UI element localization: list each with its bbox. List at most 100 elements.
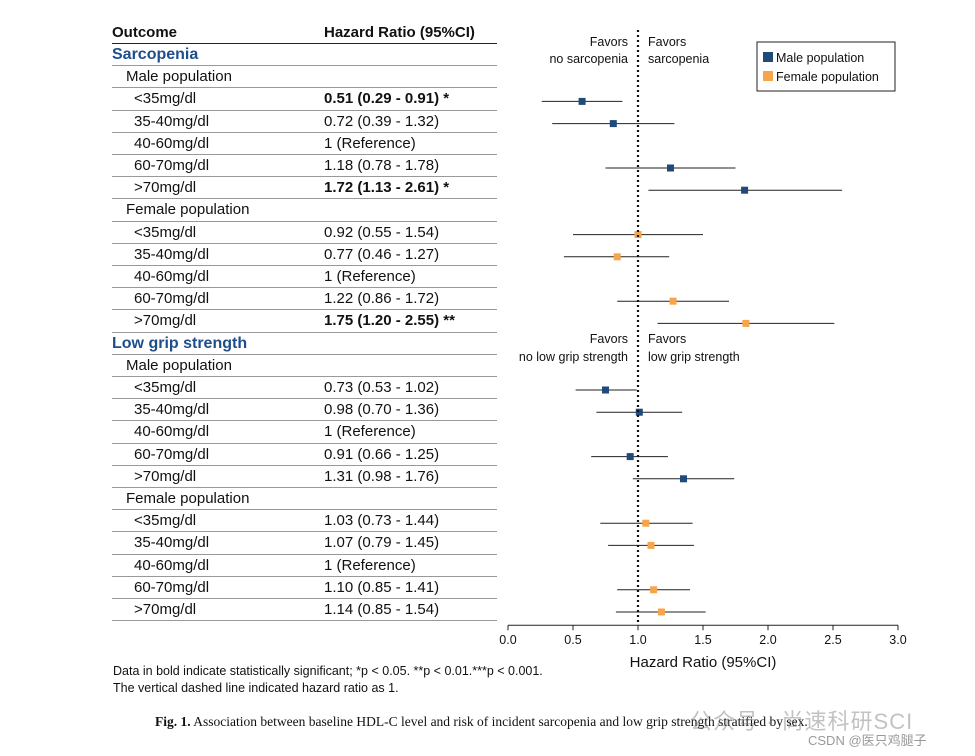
table-row: >70mg/dl 1.31 (0.98 - 1.76) — [112, 466, 497, 488]
row-divider — [112, 265, 497, 266]
row-divider — [112, 65, 497, 67]
table-row: <35mg/dl 0.51 (0.29 - 0.91) * — [112, 88, 497, 110]
point-estimate — [680, 475, 687, 483]
row-divider — [112, 442, 497, 444]
group-row: Male population — [112, 66, 497, 88]
reference-line-note: The vertical dashed line indicated hazar… — [113, 681, 399, 695]
section-row: Low grip strength — [112, 333, 497, 355]
row-divider — [112, 309, 497, 311]
group-label: Male population — [126, 356, 232, 374]
row-divider — [112, 131, 497, 133]
caption-text: Association between baseline HDL-C level… — [193, 714, 808, 729]
favors-right-line1: Favors — [648, 332, 686, 346]
row-divider — [112, 154, 497, 155]
hazard-ratio-value: 0.73 (0.53 - 1.02) — [324, 379, 440, 396]
hazard-ratio-value: 0.91 (0.66 - 1.25) — [324, 445, 440, 463]
legend-label: Male population — [776, 51, 864, 65]
level-label: <35mg/dl — [134, 512, 197, 530]
x-tick-label: 1.5 — [694, 633, 711, 647]
section-label: Low grip strength — [112, 334, 248, 352]
table-row: 35-40mg/dl 0.72 (0.39 - 1.32) — [112, 111, 497, 133]
table-row: >70mg/dl 1.72 (1.13 - 2.61) * — [112, 177, 497, 199]
row-divider — [112, 509, 497, 511]
favors-right-line2: sarcopenia — [648, 52, 709, 66]
table-header: Outcome Hazard Ratio (95%CI) — [112, 22, 497, 44]
row-divider — [112, 420, 497, 422]
hazard-ratio-value: 0.51 (0.29 - 0.91) * — [324, 90, 450, 108]
hazard-ratio-value: 1 (Reference) — [324, 134, 416, 152]
point-estimate — [650, 586, 658, 594]
hazard-ratio-value: 1.03 (0.73 - 1.44) — [324, 512, 440, 530]
hazard-ratio-value: 1.07 (0.79 - 1.45) — [324, 534, 440, 552]
table-row: 60-70mg/dl 1.18 (0.78 - 1.78) — [112, 155, 497, 177]
level-label: <35mg/dl — [134, 379, 197, 396]
point-estimate — [578, 97, 586, 105]
x-tick-label: 0.5 — [564, 633, 581, 647]
level-label: 60-70mg/dl — [134, 445, 210, 463]
point-estimate — [741, 186, 749, 194]
point-estimate — [635, 408, 643, 416]
table-row: 60-70mg/dl 1.10 (0.85 - 1.41) — [112, 577, 497, 599]
legend-swatch — [763, 71, 773, 81]
table-row: <35mg/dl 1.03 (0.73 - 1.44) — [112, 510, 497, 532]
point-estimate — [642, 519, 650, 527]
legend-label: Female population — [776, 70, 879, 84]
row-divider — [112, 242, 497, 244]
group-label: Female population — [126, 490, 250, 507]
group-label: Female population — [126, 201, 250, 219]
watermark-sub: CSDN @医只鸡腿子 — [808, 733, 927, 748]
hazard-ratio-value: 1.18 (0.78 - 1.78) — [324, 157, 440, 174]
row-divider — [112, 198, 497, 200]
level-label: >70mg/dl — [134, 179, 197, 197]
point-estimate — [657, 608, 665, 616]
legend-swatch — [763, 52, 773, 62]
hazard-ratio-value: 0.98 (0.70 - 1.36) — [324, 401, 440, 419]
table-row: 35-40mg/dl 0.77 (0.46 - 1.27) — [112, 244, 497, 266]
row-divider — [112, 464, 497, 466]
level-label: >70mg/dl — [134, 601, 197, 618]
row-divider — [112, 553, 497, 555]
table-row: 60-70mg/dl 1.22 (0.86 - 1.72) — [112, 288, 497, 310]
level-label: >70mg/dl — [134, 467, 197, 485]
point-estimate — [634, 231, 642, 239]
row-divider — [112, 376, 497, 377]
favors-left-line2: no low grip strength — [519, 350, 628, 364]
table-row: >70mg/dl 1.14 (0.85 - 1.54) — [112, 599, 497, 621]
x-axis-label: Hazard Ratio (95%CI) — [630, 654, 777, 671]
level-label: 60-70mg/dl — [134, 157, 210, 174]
header-outcome: Outcome — [112, 24, 178, 41]
point-estimate — [602, 386, 609, 394]
favors-left-line1: Favors — [590, 35, 628, 49]
hazard-ratio-value: 1.75 (1.20 - 2.55) ** — [324, 312, 455, 330]
row-divider — [112, 109, 497, 111]
favors-right-line2: low grip strength — [648, 350, 740, 364]
hazard-ratio-value: 1.72 (1.13 - 2.61) * — [324, 179, 450, 197]
level-label: 40-60mg/dl — [134, 556, 210, 574]
row-divider — [112, 220, 497, 222]
group-row: Female population — [112, 199, 497, 221]
favors-left-line2: no sarcopenia — [549, 52, 628, 66]
favors-left-line1: Favors — [590, 332, 628, 346]
legend-box — [756, 41, 896, 92]
level-label: >70mg/dl — [134, 312, 197, 330]
hazard-ratio-value: 1 (Reference) — [324, 556, 416, 574]
level-label: <35mg/dl — [134, 223, 197, 241]
level-label: 40-60mg/dl — [134, 423, 210, 441]
row-divider — [112, 398, 497, 400]
row-divider — [112, 531, 497, 533]
point-estimate — [669, 297, 677, 305]
table-row: 40-60mg/dl 1 (Reference) — [112, 555, 497, 577]
row-divider — [112, 176, 497, 178]
row-divider — [112, 598, 497, 599]
row-divider — [112, 487, 497, 488]
level-label: 35-40mg/dl — [134, 534, 210, 552]
point-estimate — [613, 253, 621, 261]
point-estimate — [647, 541, 655, 549]
group-row: Male population — [112, 355, 497, 377]
row-divider — [112, 331, 497, 333]
section-label: Sarcopenia — [112, 46, 199, 63]
row-divider — [112, 353, 497, 355]
point-estimate — [626, 453, 634, 461]
level-label: 40-60mg/dl — [134, 134, 210, 152]
hazard-ratio-value: 0.72 (0.39 - 1.32) — [324, 112, 440, 130]
